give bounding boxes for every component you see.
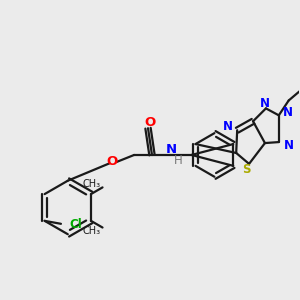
Text: N: N — [223, 120, 233, 133]
Text: CH₃: CH₃ — [83, 226, 101, 236]
Text: H: H — [174, 154, 182, 167]
Text: N: N — [166, 143, 177, 156]
Text: S: S — [242, 163, 251, 176]
Text: N: N — [284, 139, 294, 152]
Text: O: O — [107, 155, 118, 168]
Text: N: N — [283, 106, 293, 119]
Text: N: N — [260, 97, 269, 110]
Text: Cl: Cl — [69, 218, 82, 231]
Text: CH₃: CH₃ — [83, 179, 101, 189]
Text: O: O — [145, 116, 156, 129]
